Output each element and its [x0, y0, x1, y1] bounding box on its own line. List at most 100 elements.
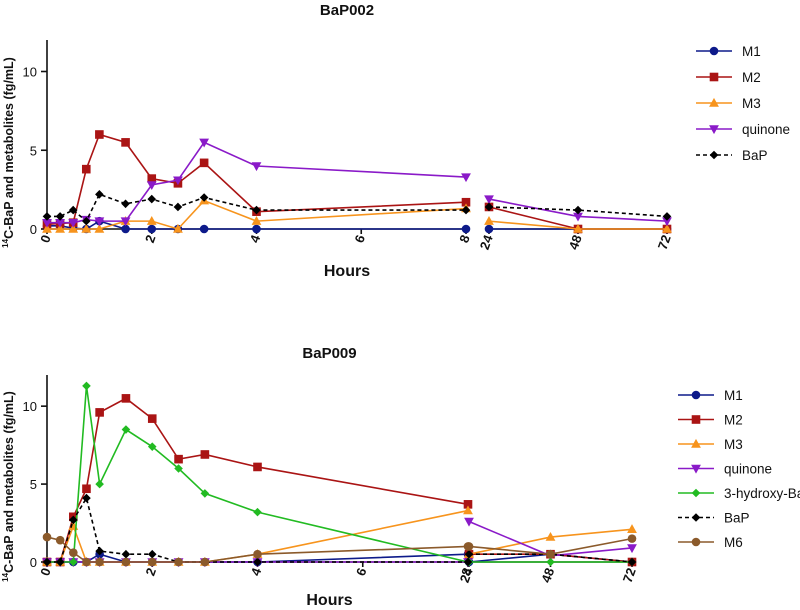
data-point: [147, 557, 157, 567]
legend-marker: [709, 46, 719, 56]
data-point: [94, 217, 105, 227]
y-tick-label: 10: [23, 399, 37, 414]
data-point: [463, 505, 473, 515]
data-point: [55, 535, 65, 545]
data-point: [42, 223, 52, 233]
x-axis-label: Hours: [306, 592, 352, 609]
data-point: [121, 549, 131, 559]
data-point: [546, 557, 555, 567]
data-point: [68, 205, 78, 215]
x-axis-label: Hours: [324, 263, 370, 280]
data-point: [173, 176, 183, 186]
legend-marker: [691, 390, 701, 400]
y-tick-label: 0: [30, 222, 37, 237]
data-point: [42, 212, 52, 221]
data-point: [94, 223, 105, 233]
series-BaP: [42, 190, 672, 226]
data-point: [200, 489, 210, 498]
x-tick-label: 6: [353, 566, 370, 578]
data-point: [461, 197, 471, 207]
chart-BaP009: BaP009 0 5 10 14C-BaP and metabolites (fg/mL…: [1, 345, 800, 609]
data-point: [95, 130, 104, 139]
series-line: [469, 553, 633, 563]
data-point: [200, 557, 210, 567]
series-line: [488, 206, 668, 218]
data-point: [464, 549, 474, 559]
y-axis-label: 14C-BaP and metabolites (fg/mL): [1, 391, 16, 582]
legend-marker: [691, 438, 701, 448]
data-point: [573, 205, 583, 215]
y-tick-label: 10: [23, 65, 37, 80]
legend-marker: [691, 488, 701, 498]
legend-marker: [709, 125, 719, 135]
data-point: [627, 557, 637, 567]
data-point: [464, 542, 474, 551]
series-quinone: [42, 138, 672, 228]
data-point: [573, 223, 583, 233]
data-point: [147, 174, 157, 183]
data-point: [251, 162, 262, 172]
y-tick-label: 5: [30, 143, 37, 158]
data-point: [174, 557, 183, 567]
data-point: [121, 394, 131, 403]
data-point: [662, 217, 672, 227]
data-point: [461, 173, 471, 183]
data-point: [95, 408, 104, 417]
data-point: [463, 500, 473, 509]
data-point: [199, 193, 209, 202]
x-tick-label: 8: [456, 233, 473, 245]
data-point: [42, 557, 52, 567]
legend-label: M2: [724, 413, 743, 428]
x-tick-label: 72: [655, 233, 674, 252]
chart-title: BaP009: [302, 345, 356, 362]
legend-marker: [691, 464, 701, 474]
data-point: [68, 223, 79, 233]
x-tick-label: 0: [37, 233, 54, 245]
data-point: [199, 138, 210, 148]
legend-label: 3-hydroxy-BaP: [724, 486, 800, 501]
data-point: [173, 223, 183, 233]
data-point: [81, 216, 91, 226]
data-point: [68, 219, 79, 228]
legend-label: quinone: [724, 462, 772, 477]
data-point: [42, 219, 52, 228]
series-line: [47, 397, 469, 563]
x-tick-label: 24: [477, 232, 496, 251]
data-point: [251, 216, 262, 225]
data-point: [82, 484, 91, 494]
x-tick-label: 72: [620, 566, 639, 585]
data-point: [253, 507, 262, 517]
data-point: [627, 524, 637, 533]
legend-label: M1: [742, 44, 761, 59]
data-point: [147, 224, 157, 234]
data-point: [200, 450, 210, 459]
data-point: [95, 479, 104, 489]
data-point: [55, 223, 65, 233]
data-point: [120, 217, 131, 227]
data-point: [484, 195, 494, 205]
data-point: [461, 224, 471, 234]
x-tick-label: 0: [37, 566, 54, 578]
x-tick-label: 6: [351, 233, 368, 245]
data-point: [484, 202, 494, 212]
data-point: [95, 546, 104, 556]
data-point: [253, 549, 262, 559]
data-point: [252, 224, 261, 234]
series-line: [47, 385, 469, 563]
data-point: [147, 549, 157, 559]
data-point: [173, 202, 183, 212]
x-tick-label: 48: [566, 233, 585, 252]
data-point: [55, 557, 65, 567]
chart-title: BaP002: [320, 2, 374, 19]
data-point: [199, 158, 209, 168]
x-tick-label: 4: [248, 565, 265, 578]
data-point: [147, 414, 157, 423]
data-point: [464, 517, 474, 527]
series-M6: [42, 532, 637, 567]
data-point: [42, 532, 52, 542]
data-point: [121, 557, 131, 567]
series-3-hydroxy-BaP: [42, 381, 637, 567]
legend-marker: [691, 537, 701, 547]
data-point: [82, 493, 91, 503]
